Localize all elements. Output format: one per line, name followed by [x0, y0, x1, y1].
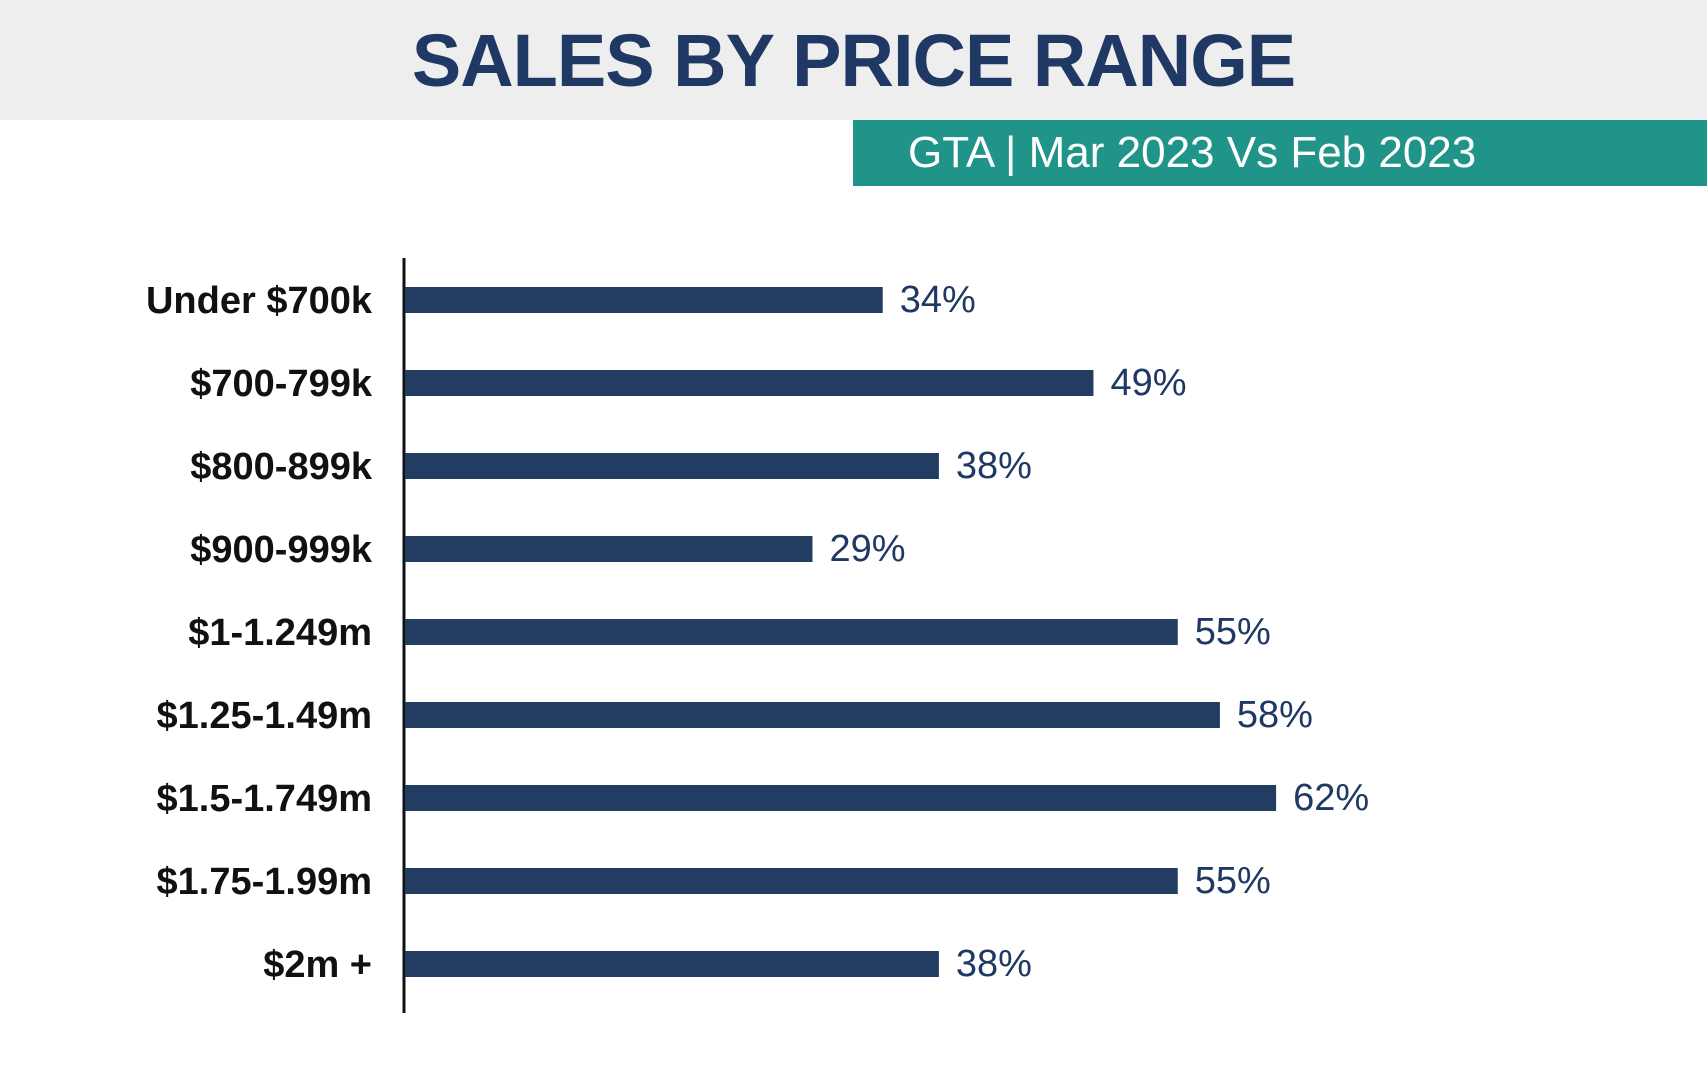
- data-label: 55%: [1195, 611, 1271, 653]
- bar: [405, 868, 1178, 894]
- data-label: 38%: [956, 445, 1032, 487]
- category-label: $2m +: [263, 944, 372, 986]
- category-label: $1.75-1.99m: [157, 861, 373, 903]
- category-label: $1-1.249m: [188, 612, 372, 654]
- bar: [405, 287, 883, 313]
- bar: [405, 951, 939, 977]
- data-label: 38%: [956, 943, 1032, 985]
- category-label: $1.5-1.749m: [157, 778, 373, 820]
- bar: [405, 370, 1094, 396]
- bar: [405, 702, 1220, 728]
- category-label: $900-999k: [190, 529, 373, 571]
- data-label: 29%: [829, 528, 905, 570]
- category-label: $800-899k: [190, 446, 373, 488]
- data-label: 55%: [1195, 860, 1271, 902]
- bar: [405, 453, 939, 479]
- bar: [405, 619, 1178, 645]
- category-label: $700-799k: [190, 363, 373, 405]
- subtitle-bar: GTA | Mar 2023 Vs Feb 2023: [853, 120, 1707, 186]
- data-label: 34%: [900, 279, 976, 321]
- title-bar: SALES BY PRICE RANGE: [0, 0, 1707, 120]
- bar: [405, 785, 1277, 811]
- category-label: Under $700k: [146, 280, 373, 322]
- data-label: 58%: [1237, 694, 1313, 736]
- chart-subtitle: GTA | Mar 2023 Vs Feb 2023: [908, 128, 1477, 177]
- chart-title: SALES BY PRICE RANGE: [411, 18, 1296, 102]
- data-label: 49%: [1110, 362, 1186, 404]
- bar: [405, 536, 813, 562]
- data-label: 62%: [1293, 777, 1369, 819]
- category-label: $1.25-1.49m: [157, 695, 373, 737]
